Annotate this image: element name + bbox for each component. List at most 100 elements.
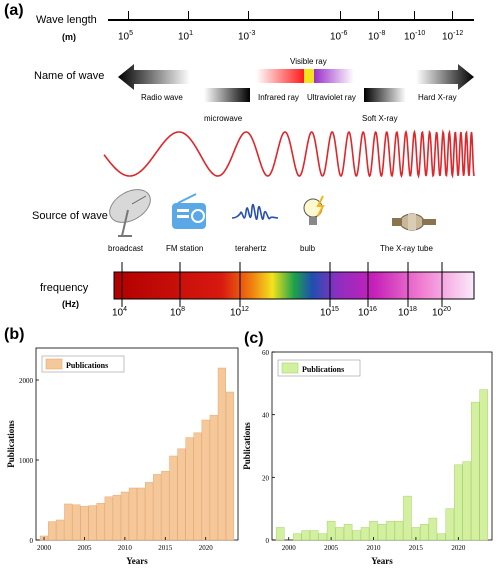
source-bulb-label: bulb bbox=[300, 244, 316, 253]
x-tick-label: 2020 bbox=[451, 544, 466, 552]
bar bbox=[360, 527, 370, 541]
frequency-title: frequency bbox=[40, 282, 89, 294]
frequency-tick-label: 1015 bbox=[320, 306, 339, 319]
bar bbox=[428, 517, 438, 541]
wavelength-tick-label: 10-3 bbox=[238, 30, 256, 43]
bar bbox=[185, 437, 194, 541]
legend-swatch bbox=[45, 358, 63, 370]
bar bbox=[136, 487, 146, 541]
bar bbox=[318, 533, 327, 541]
frequency-tick-label: 108 bbox=[170, 306, 186, 319]
bar bbox=[479, 389, 489, 541]
wavelength-tick-label: 101 bbox=[178, 30, 194, 43]
legend-swatch bbox=[281, 362, 299, 374]
bar bbox=[454, 464, 463, 541]
frequency-bar bbox=[113, 271, 475, 300]
bar bbox=[377, 524, 387, 541]
frequency-unit: (Hz) bbox=[62, 299, 79, 309]
x-tick-label: 2005 bbox=[77, 544, 92, 552]
visible-label: Visible ray bbox=[290, 57, 327, 66]
terahertz-pulse-icon bbox=[231, 203, 279, 220]
wave-name-title: Name of wave bbox=[34, 70, 105, 82]
bar bbox=[177, 448, 186, 541]
visible-block bbox=[304, 69, 314, 83]
wavelength-tick-mark bbox=[452, 11, 453, 20]
wavelength-unit: (m) bbox=[62, 32, 76, 42]
wavelength-tick-mark bbox=[340, 11, 341, 20]
wavelength-tick-label: 10-8 bbox=[368, 30, 386, 43]
bar bbox=[437, 533, 446, 541]
wavelength-axis bbox=[108, 19, 474, 21]
x-tick-label: 2015 bbox=[158, 544, 173, 552]
bar bbox=[420, 524, 429, 541]
long-wave-arrow bbox=[118, 64, 190, 90]
bar bbox=[292, 533, 302, 541]
bar bbox=[112, 494, 121, 541]
wavelength-tick-label: 105 bbox=[118, 30, 134, 43]
x-tick-label: 2000 bbox=[282, 544, 297, 552]
bar bbox=[275, 527, 285, 541]
bar bbox=[462, 461, 472, 541]
panel-b-label: (b) bbox=[4, 326, 25, 343]
bulb-icon bbox=[303, 195, 325, 225]
bar bbox=[335, 527, 344, 541]
legend: Publications bbox=[277, 359, 361, 377]
x-tick-label: 2005 bbox=[324, 544, 339, 552]
infrared-label: Infrared ray bbox=[258, 93, 299, 102]
wavelength-tick-mark bbox=[248, 11, 249, 20]
soft-xray-label: Soft X-ray bbox=[362, 114, 398, 123]
frequency-tick-label: 104 bbox=[112, 306, 128, 319]
bar bbox=[403, 495, 412, 541]
wavelength-tick-label: 10-6 bbox=[330, 30, 348, 43]
bar bbox=[145, 482, 154, 541]
legend-label: Publications bbox=[302, 365, 344, 374]
wavelength-tick-mark bbox=[128, 11, 129, 20]
frequency-tick-label: 1016 bbox=[358, 306, 377, 319]
bar bbox=[209, 414, 218, 541]
satellite-dish-icon bbox=[109, 189, 151, 237]
bar bbox=[64, 503, 73, 541]
bar bbox=[217, 367, 226, 541]
bar bbox=[386, 520, 395, 541]
bar bbox=[394, 520, 404, 541]
source-terahertz-label: terahertz bbox=[235, 244, 267, 253]
frequency-tick-label: 1018 bbox=[398, 306, 417, 319]
x-tick-label: 2015 bbox=[409, 544, 424, 552]
wavelength-tick-label: 10-10 bbox=[404, 30, 426, 43]
bar bbox=[301, 530, 310, 541]
wavelength-tick-mark bbox=[414, 11, 415, 20]
bar bbox=[225, 391, 235, 541]
bar bbox=[128, 487, 138, 541]
bar bbox=[471, 401, 480, 541]
bar bbox=[169, 455, 178, 541]
x-tick-label: 2000 bbox=[37, 544, 52, 552]
ultraviolet-label: Ultraviolet ray bbox=[307, 93, 356, 102]
wavelength-tick-mark bbox=[378, 11, 379, 20]
frequency-tick-label: 1012 bbox=[230, 306, 249, 319]
frequency-tick-label: 1020 bbox=[432, 306, 451, 319]
bar bbox=[153, 474, 162, 541]
bar bbox=[104, 496, 113, 541]
bar bbox=[48, 521, 57, 541]
y-axis-label: Publications bbox=[242, 422, 252, 470]
bar bbox=[445, 508, 455, 541]
hard-xray-label: Hard X-ray bbox=[418, 93, 457, 102]
wavelength-tick-label: 10-12 bbox=[442, 30, 464, 43]
y-tick-label: 2000 bbox=[19, 377, 34, 385]
xray-tube-icon bbox=[392, 213, 436, 231]
bar bbox=[343, 524, 353, 541]
bar bbox=[352, 530, 361, 541]
x-tick-label: 2020 bbox=[199, 544, 214, 552]
bar bbox=[193, 432, 202, 541]
y-tick-label: 0 bbox=[30, 537, 34, 545]
microwave-label: microwave bbox=[204, 114, 243, 123]
soft-xray-block bbox=[364, 88, 406, 102]
radio-wave-label: Radio wave bbox=[141, 93, 183, 102]
radio-icon bbox=[172, 193, 206, 229]
x-tick-label: 2010 bbox=[367, 544, 382, 552]
bar bbox=[72, 504, 81, 541]
wavelength-tick-mark bbox=[188, 11, 189, 20]
bar bbox=[88, 505, 97, 541]
panel-c-label: (c) bbox=[244, 330, 264, 347]
